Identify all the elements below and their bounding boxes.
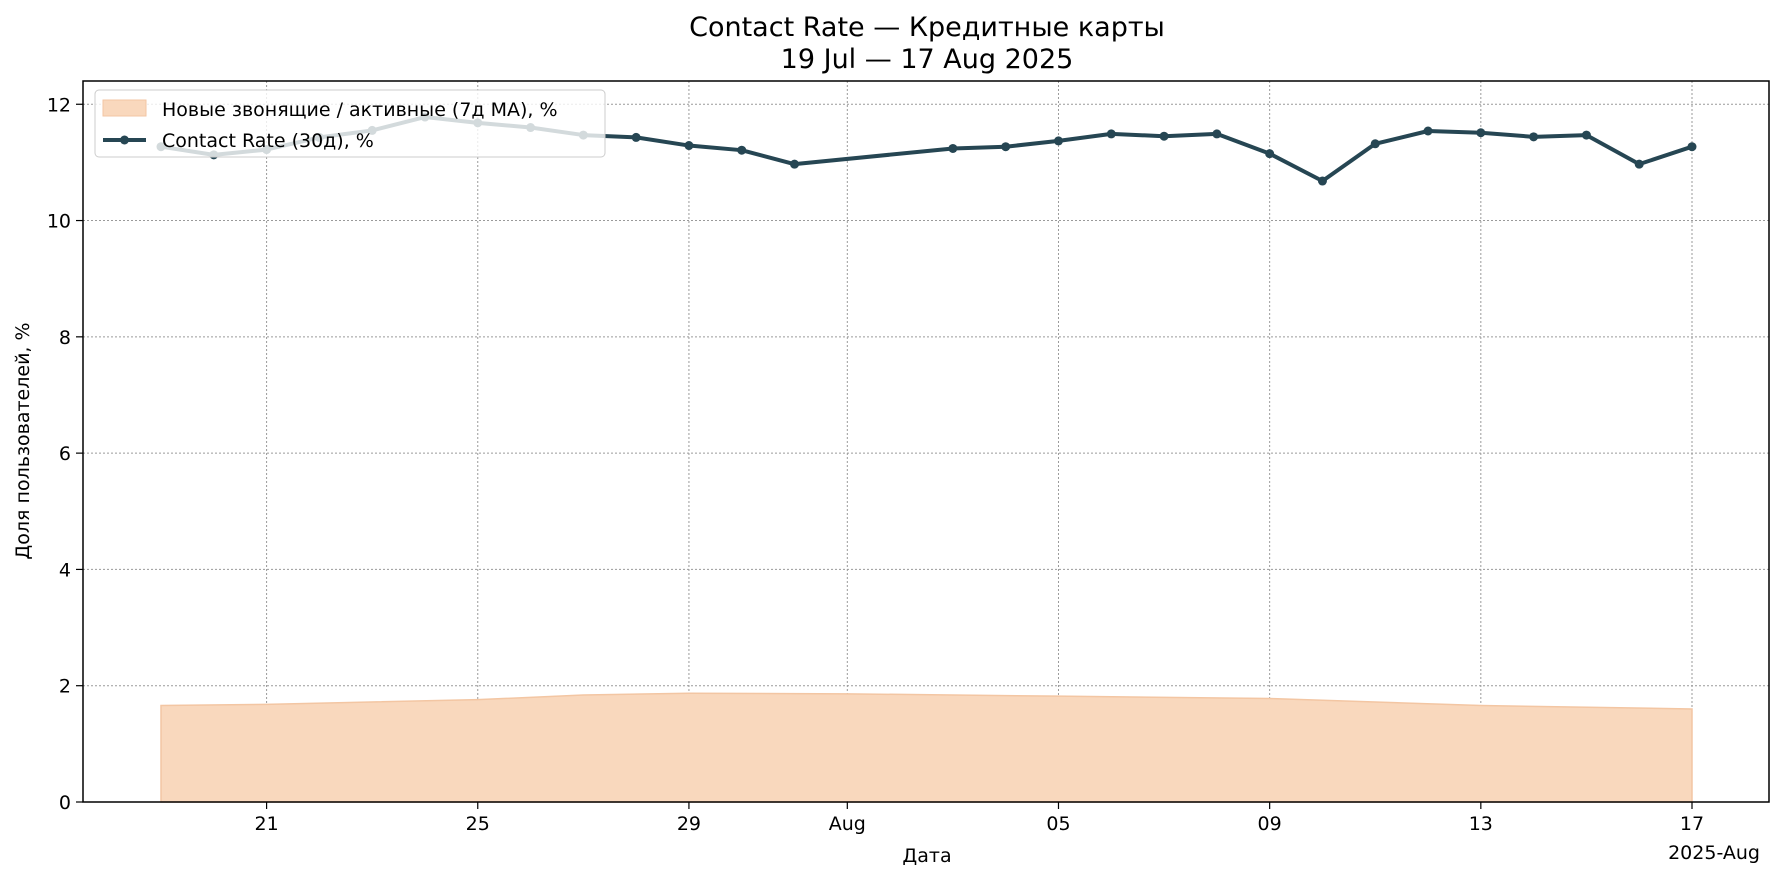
x-tick-label: 29 [677, 813, 701, 835]
y-axis-ticks: 0 2 4 6 8 10 12 [47, 94, 83, 814]
x-tick-label: 17 [1680, 813, 1704, 835]
y-tick-label: 8 [59, 327, 71, 349]
contact-rate-point [1317, 176, 1327, 186]
contact-rate-point [790, 159, 800, 169]
contact-rate-point [1159, 131, 1169, 141]
contact-rate-point [1370, 139, 1380, 149]
contact-rate-point [1212, 129, 1222, 139]
chart-subtitle: 19 Jul — 17 Aug 2025 [781, 44, 1074, 75]
x-tick-label: 13 [1469, 813, 1493, 835]
y-tick-label: 4 [59, 559, 71, 581]
area-series-fill [160, 692, 1693, 803]
chart-title: Contact Rate — Кредитные карты [689, 12, 1165, 43]
x-tick-label: 09 [1258, 813, 1282, 835]
legend-area-swatch [102, 99, 147, 117]
contact-rate-point [1529, 132, 1539, 142]
y-tick-label: 10 [47, 211, 71, 233]
contact-rate-point [1053, 136, 1063, 146]
x-axis-label: Дата [902, 845, 951, 867]
y-tick-label: 6 [59, 443, 71, 465]
x-tick-label: 25 [466, 813, 490, 835]
contact-rate-point [1106, 129, 1116, 139]
x-tick-label: 21 [254, 813, 278, 835]
y-tick-label: 12 [47, 94, 71, 116]
legend-line-label: Contact Rate (30д), % [162, 130, 374, 152]
contact-rate-point [1634, 159, 1644, 169]
area-series-layer [160, 692, 1693, 803]
contact-rate-point [1423, 126, 1433, 136]
legend: Новые звонящие / активные (7д MA), % Con… [94, 89, 606, 158]
contact-rate-point [948, 143, 958, 153]
contact-rate-point [631, 132, 641, 142]
contact-rate-point [1687, 142, 1697, 152]
x-tick-label: Aug [829, 813, 866, 835]
contact-rate-point [1581, 130, 1591, 140]
contact-rate-point [1001, 142, 1011, 152]
x-axis-offset-label: 2025-Aug [1668, 842, 1760, 864]
y-tick-label: 2 [59, 676, 71, 698]
x-axis-ticks: 21 25 29 Aug 05 09 13 17 [254, 802, 1704, 835]
plot-frame [82, 80, 1770, 803]
y-axis-label: Доля пользователей, % [12, 322, 34, 559]
contact-rate-point [1265, 149, 1275, 159]
contact-rate-point [684, 141, 694, 151]
legend-area-label: Новые звонящие / активные (7д MA), % [162, 99, 558, 121]
grid-lines [83, 81, 1769, 803]
contact-rate-point [1476, 128, 1486, 138]
x-tick-label: 05 [1046, 813, 1070, 835]
legend-box [94, 89, 606, 158]
y-tick-label: 0 [59, 792, 71, 814]
contact-rate-point [737, 145, 747, 155]
legend-line-marker [120, 135, 129, 145]
